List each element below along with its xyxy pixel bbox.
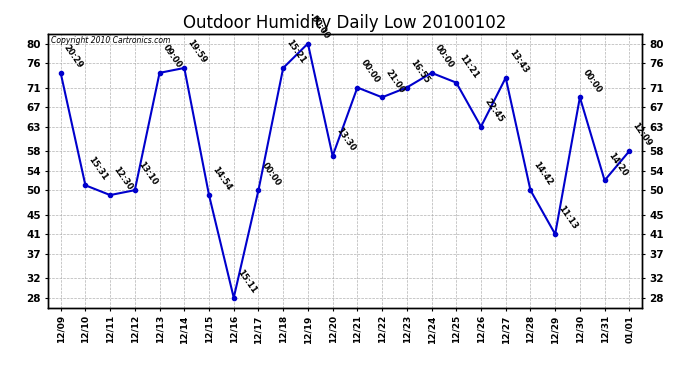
- Text: 11:13: 11:13: [557, 204, 580, 231]
- Text: 14:20: 14:20: [606, 150, 629, 178]
- Text: 15:31: 15:31: [87, 156, 110, 183]
- Text: 13:43: 13:43: [507, 48, 530, 75]
- Text: Copyright 2010 Cartronics.com: Copyright 2010 Cartronics.com: [51, 36, 170, 45]
- Text: 19:59: 19:59: [186, 38, 208, 65]
- Text: 11:21: 11:21: [457, 53, 480, 80]
- Text: 14:54: 14:54: [210, 165, 233, 192]
- Text: 20:29: 20:29: [62, 43, 85, 70]
- Text: 13:30: 13:30: [334, 126, 357, 153]
- Text: 13:10: 13:10: [136, 160, 159, 188]
- Text: 00:00: 00:00: [433, 43, 455, 70]
- Text: 21:00: 21:00: [384, 68, 406, 94]
- Text: 16:55: 16:55: [408, 58, 431, 85]
- Text: 09:00: 09:00: [161, 43, 184, 70]
- Text: 14:42: 14:42: [532, 160, 555, 188]
- Text: 12:30: 12:30: [112, 165, 134, 192]
- Text: 00:00: 00:00: [359, 58, 382, 85]
- Text: 15:11: 15:11: [235, 268, 258, 295]
- Title: Outdoor Humidity Daily Low 20100102: Outdoor Humidity Daily Low 20100102: [184, 14, 506, 32]
- Text: 00:00: 00:00: [309, 14, 332, 41]
- Text: 12:09: 12:09: [631, 122, 653, 148]
- Text: 00:00: 00:00: [581, 68, 604, 94]
- Text: 00:00: 00:00: [260, 160, 282, 188]
- Text: 15:21: 15:21: [284, 38, 307, 65]
- Text: 22:45: 22:45: [482, 97, 505, 124]
